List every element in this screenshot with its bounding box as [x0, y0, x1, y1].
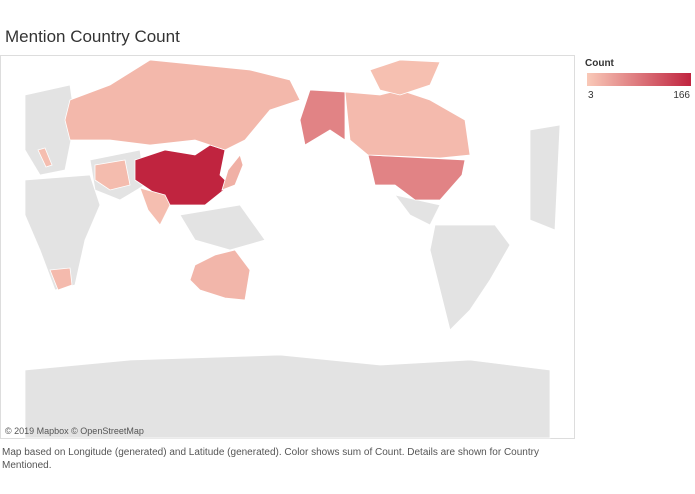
legend-max: 166: [673, 90, 690, 101]
country-region: [49, 267, 73, 291]
legend-gradient: [587, 73, 691, 86]
caption: Map based on Longitude (generated) and L…: [2, 447, 539, 471]
attribution: © 2019 Mapbox © OpenStreetMap: [5, 426, 144, 436]
country-region: [189, 249, 251, 301]
country-region: [139, 187, 171, 226]
land: [24, 84, 561, 439]
chart-title: Mention Country Count: [5, 27, 180, 46]
country-region: [369, 59, 441, 96]
country-region: [94, 159, 131, 191]
country-region: [367, 154, 466, 201]
legend-title: Count: [585, 58, 615, 69]
country-region: [64, 59, 301, 151]
countries: [37, 59, 471, 301]
country-region: [37, 147, 53, 168]
legend-min: 3: [588, 90, 594, 101]
country-region: [221, 154, 244, 191]
